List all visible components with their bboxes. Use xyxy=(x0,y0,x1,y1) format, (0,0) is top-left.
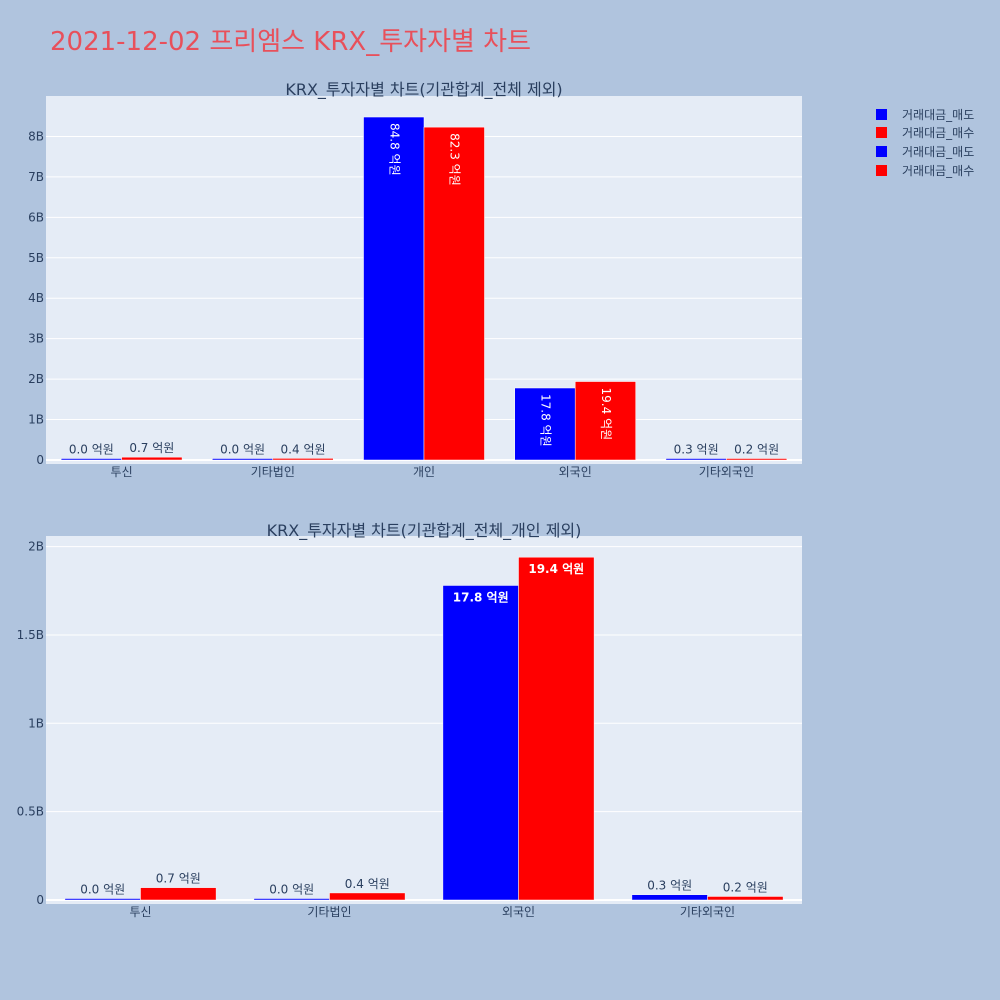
data-label: 0.4 억원 xyxy=(281,442,326,456)
x-tick-label: 기타외국인 xyxy=(680,905,735,919)
bar[interactable] xyxy=(64,898,141,901)
data-label: 0.3 억원 xyxy=(647,879,692,893)
data-label: 82.3 억원 xyxy=(448,133,462,186)
data-label: 17.8 억원 xyxy=(538,394,552,447)
chart-title: KRX_투자자별 차트(기관합계_전체_개인 제외) xyxy=(267,521,582,541)
bar[interactable] xyxy=(514,387,576,461)
y-tick-label: 0 xyxy=(36,453,44,467)
bar[interactable] xyxy=(329,892,406,901)
legend-item[interactable]: 거래대금_매도 xyxy=(876,108,974,122)
y-tick-label: 1.5B xyxy=(17,628,44,642)
chart-title: KRX_투자자별 차트(기관합계_전체 제외) xyxy=(285,80,562,100)
data-label: 84.8 억원 xyxy=(387,123,401,176)
legend-label: 거래대금_매도 xyxy=(902,145,974,159)
legend-swatch-sell xyxy=(876,109,887,120)
x-tick-label: 개인 xyxy=(413,465,435,479)
legend-swatch-buy xyxy=(876,127,887,138)
bar[interactable] xyxy=(665,458,727,461)
bar[interactable] xyxy=(726,458,788,461)
data-label: 0.2 억원 xyxy=(723,880,768,894)
legend-swatch-buy xyxy=(876,165,887,176)
y-tick-label: 5B xyxy=(28,251,44,265)
bar[interactable] xyxy=(631,894,708,901)
chart-bottom: KRX_투자자별 차트(기관합계_전체_개인 제외) 0 0.5B 1B 1.5B 2B 투… xyxy=(17,521,802,919)
legend-label: 거래대금_매수 xyxy=(902,126,974,140)
bar[interactable] xyxy=(423,126,485,461)
legend-item[interactable]: 거래대금_매수 xyxy=(876,164,974,178)
data-label: 0.0 억원 xyxy=(269,883,314,897)
x-tick-label: 외국인 xyxy=(559,465,592,479)
chart-top: KRX_투자자별 차트(기관합계_전체 제외) 0 1B 2B 3B 4B 5B 6B 7B 8B… xyxy=(28,80,802,479)
x-tick-label: 투신 xyxy=(129,905,151,919)
legend-label: 거래대금_매도 xyxy=(902,108,974,122)
plot-area xyxy=(46,536,802,904)
data-label: 0.7 억원 xyxy=(129,441,174,455)
bar[interactable] xyxy=(442,585,519,901)
data-label: 0.7 억원 xyxy=(156,872,201,886)
y-tick-label: 8B xyxy=(28,129,44,143)
legend-swatch-sell xyxy=(876,146,887,157)
y-tick-label: 3B xyxy=(28,332,44,346)
data-label: 19.4 억원 xyxy=(528,562,584,576)
legend-label: 거래대금_매수 xyxy=(902,164,974,178)
data-label: 0.0 억원 xyxy=(80,883,125,897)
data-label: 0.0 억원 xyxy=(220,443,265,457)
bar[interactable] xyxy=(272,458,334,461)
data-label: 19.4 억원 xyxy=(599,388,613,441)
data-label: 0.2 억원 xyxy=(734,443,779,457)
y-tick-label: 0 xyxy=(36,893,44,907)
y-tick-label: 4B xyxy=(28,291,44,305)
bar[interactable] xyxy=(140,887,217,901)
bar[interactable] xyxy=(60,458,122,461)
bar[interactable] xyxy=(707,896,784,901)
y-tick-label: 7B xyxy=(28,170,44,184)
legend: 거래대금_매도 거래대금_매수 거래대금_매도 거래대금_매수 xyxy=(876,108,974,178)
y-tick-label: 6B xyxy=(28,210,44,224)
bar[interactable] xyxy=(121,456,183,461)
legend-item[interactable]: 거래대금_매도 xyxy=(876,145,974,159)
bar[interactable] xyxy=(363,116,425,461)
data-label: 0.3 억원 xyxy=(674,443,719,457)
x-tick-label: 기타법인 xyxy=(251,465,295,479)
data-label: 0.4 억원 xyxy=(345,877,390,891)
y-tick-label: 0.5B xyxy=(17,805,44,819)
x-tick-label: 투신 xyxy=(111,465,133,479)
x-tick-label: 외국인 xyxy=(502,905,535,919)
y-tick-label: 1B xyxy=(28,716,44,730)
y-tick-label: 2B xyxy=(28,540,44,554)
bar[interactable] xyxy=(574,381,636,461)
data-label: 0.0 억원 xyxy=(69,443,114,457)
bar[interactable] xyxy=(518,556,595,901)
bar[interactable] xyxy=(253,898,330,901)
y-tick-label: 1B xyxy=(28,413,44,427)
data-label: 17.8 억원 xyxy=(453,590,509,604)
y-tick-label: 2B xyxy=(28,372,44,386)
bar[interactable] xyxy=(212,458,274,461)
x-tick-label: 기타법인 xyxy=(307,905,351,919)
page-title: 2021-12-02 프리엠스 KRX_투자자별 차트 xyxy=(50,27,531,57)
legend-item[interactable]: 거래대금_매수 xyxy=(876,126,974,140)
x-tick-label: 기타외국인 xyxy=(699,465,754,479)
